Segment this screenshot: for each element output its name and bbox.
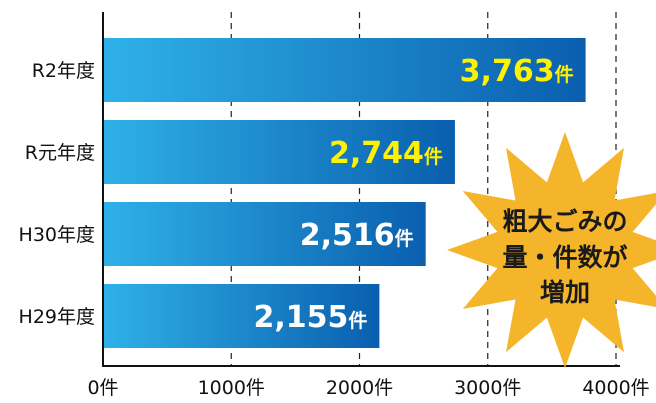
annotation-line-1: 量・件数が [502,243,627,272]
x-tick-label-0: 0件 [87,377,118,399]
annotation-line-0: 粗大ごみの [502,207,627,236]
category-label-0: R2年度 [32,60,95,82]
x-tick-label-3: 3000件 [454,377,521,399]
x-tick-label-4: 4000件 [582,377,649,399]
category-label-2: H30年度 [19,224,95,246]
annotation-line-2: 増加 [540,278,590,307]
category-label-3: H29年度 [19,306,95,328]
x-tick-label-1: 1000件 [198,377,265,399]
category-label-1: R元年度 [25,142,95,164]
x-tick-label-2: 2000件 [326,377,393,399]
